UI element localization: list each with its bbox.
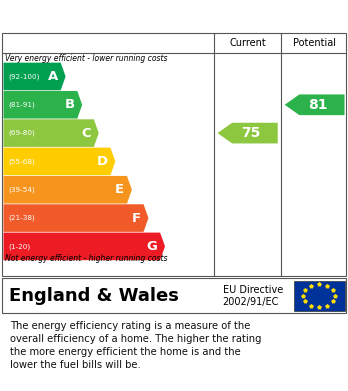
Text: The energy efficiency rating is a measure of the
overall efficiency of a home. T: The energy efficiency rating is a measur…	[10, 321, 262, 370]
Polygon shape	[3, 176, 132, 204]
Text: (39-54): (39-54)	[9, 187, 35, 193]
Text: Energy Efficiency Rating: Energy Efficiency Rating	[10, 9, 232, 23]
Text: 81: 81	[308, 98, 328, 112]
Text: E: E	[115, 183, 124, 196]
Text: (21-38): (21-38)	[9, 215, 35, 221]
Text: B: B	[64, 98, 74, 111]
Text: G: G	[147, 240, 157, 253]
Text: D: D	[96, 155, 108, 168]
Text: Potential: Potential	[293, 38, 336, 48]
Text: Very energy efficient - lower running costs: Very energy efficient - lower running co…	[5, 54, 168, 63]
Text: A: A	[48, 70, 58, 83]
Polygon shape	[3, 233, 165, 260]
Polygon shape	[3, 91, 82, 118]
Text: EU Directive
2002/91/EC: EU Directive 2002/91/EC	[223, 285, 283, 307]
Text: (92-100): (92-100)	[9, 73, 40, 80]
Bar	[294, 281, 345, 311]
Text: C: C	[81, 127, 91, 140]
Text: F: F	[132, 212, 141, 224]
Text: 75: 75	[242, 126, 261, 140]
Text: (1-20): (1-20)	[9, 243, 31, 249]
Text: (69-80): (69-80)	[9, 130, 35, 136]
Text: Not energy efficient - higher running costs: Not energy efficient - higher running co…	[5, 255, 168, 264]
Polygon shape	[3, 204, 148, 232]
Polygon shape	[285, 95, 345, 115]
Polygon shape	[3, 119, 99, 147]
Text: (81-91): (81-91)	[9, 102, 35, 108]
Text: (55-68): (55-68)	[9, 158, 35, 165]
Text: England & Wales: England & Wales	[9, 287, 179, 305]
Polygon shape	[218, 123, 278, 143]
Polygon shape	[3, 63, 65, 90]
Polygon shape	[3, 148, 115, 175]
Text: Current: Current	[229, 38, 266, 48]
